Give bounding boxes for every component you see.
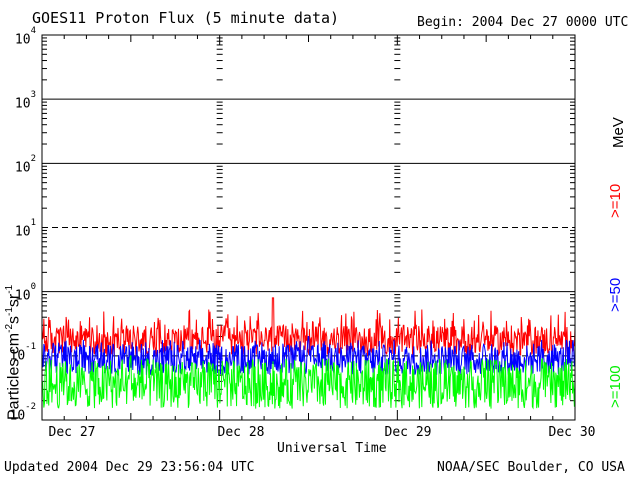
series-line-ge50mev (41, 336, 576, 377)
credit-line: NOAA/SEC Boulder, CO USA (437, 460, 625, 475)
x-tick-label: Dec 29 (384, 425, 432, 440)
y-tick-label: 101 (14, 218, 36, 240)
y-tick-label: 100 (14, 282, 36, 304)
x-axis-label: Universal Time (277, 441, 387, 456)
legend-entry-50mev: >=50 (607, 277, 624, 312)
y-tick-label: 10-1 (9, 342, 37, 364)
x-tick-label: Dec 27 (48, 425, 96, 440)
x-tick-label: Dec 28 (217, 425, 265, 440)
x-tick-label: Dec 30 (548, 425, 596, 440)
plot-frame (41, 34, 576, 421)
series-line-ge100mev (41, 355, 576, 410)
updated-timestamp: Updated 2004 Dec 29 23:56:04 UTC (4, 460, 255, 475)
series-layer (41, 297, 576, 410)
legend-entry-100mev: >=100 (607, 365, 624, 408)
series-line-ge10mev (41, 297, 576, 357)
chart-title: GOES11 Proton Flux (5 minute data) (32, 9, 340, 27)
y-axis-label: Particles cm-2s-1sr-1 (4, 284, 23, 420)
y-tick-label: 102 (14, 154, 36, 176)
y-tick-label: 103 (14, 90, 36, 112)
unit-label: MeV (610, 117, 627, 148)
y-tick-label: 104 (14, 26, 36, 48)
legend-entry-10mev: >=10 (607, 183, 624, 218)
begin-time: Begin: 2004 Dec 27 0000 UTC (417, 15, 629, 30)
y-tick-label: 10-2 (9, 402, 37, 424)
